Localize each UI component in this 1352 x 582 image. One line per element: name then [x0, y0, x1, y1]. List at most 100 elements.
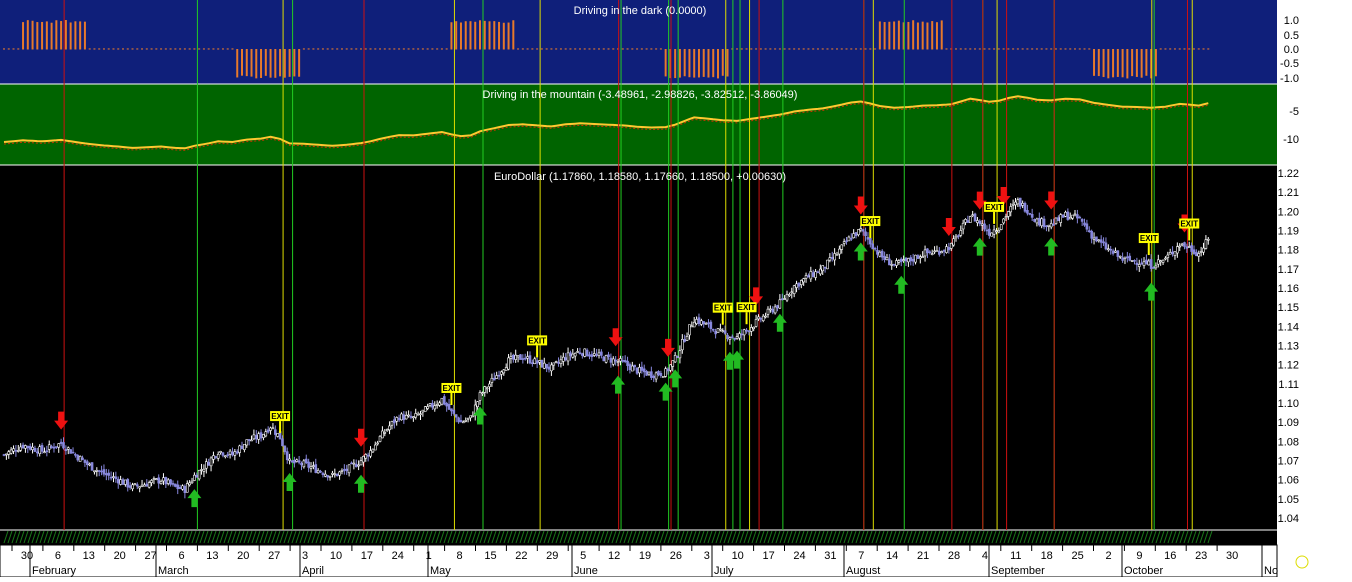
hatch-line: [1135, 530, 1141, 544]
candle-body: [569, 352, 572, 357]
price-axis-tick: 1.22: [1278, 168, 1299, 180]
candle-body: [238, 445, 241, 453]
candle-body: [811, 272, 815, 277]
candle-body: [264, 431, 268, 437]
sell-arrow-icon: [608, 328, 623, 347]
candle-body: [366, 454, 370, 457]
hatch-line: [3, 530, 9, 544]
candle-body: [7, 451, 11, 455]
candle-body: [930, 253, 934, 255]
candle-body: [949, 243, 953, 249]
date-tick-label: 12: [608, 550, 620, 562]
candle-body: [852, 233, 855, 239]
hatch-line: [395, 530, 401, 544]
candle-body: [561, 356, 565, 362]
candle-body: [462, 421, 465, 424]
candle-body: [985, 229, 989, 232]
candle-body: [992, 229, 996, 235]
hatch-line: [427, 530, 433, 544]
candle-body: [633, 364, 637, 368]
hatch-line: [887, 530, 893, 544]
price-axis-tick: 1.20: [1278, 206, 1299, 218]
price-axis-tick: 1.11: [1278, 379, 1299, 391]
hatch-line: [751, 530, 757, 544]
candle-body: [412, 416, 415, 419]
exit-label: EXIT: [271, 412, 289, 421]
candle-body: [293, 459, 296, 464]
candle-body: [695, 319, 698, 324]
candle-body: [331, 472, 334, 475]
date-tick-label: 25: [1071, 550, 1083, 562]
date-tick-label: 29: [546, 550, 558, 562]
hatch-line: [1063, 530, 1069, 544]
date-tick-label: 10: [330, 550, 342, 562]
hatch-line: [667, 530, 673, 544]
candle-body: [383, 432, 387, 434]
price-axis-tick: 1.10: [1278, 398, 1299, 410]
candle-body: [888, 258, 891, 266]
candle-body: [1118, 255, 1122, 258]
price-axis-tick: 1.21: [1278, 187, 1299, 199]
candle-body: [799, 280, 803, 285]
hatch-line: [411, 530, 417, 544]
candle-body: [309, 466, 313, 469]
hatch-line: [1203, 530, 1209, 544]
candle-body: [1049, 223, 1053, 228]
exit-label: EXIT: [1180, 220, 1198, 229]
candle-body: [1021, 202, 1024, 206]
dark-pane-bg: [0, 0, 1277, 84]
candle-body: [952, 238, 955, 246]
hatch-line: [255, 530, 261, 544]
hatch-line: [127, 530, 133, 544]
candle-body: [1068, 217, 1072, 220]
candle-body: [469, 415, 472, 419]
hatch-line: [735, 530, 741, 544]
hatch-line: [875, 530, 881, 544]
hatch-line: [331, 530, 337, 544]
candle-body: [769, 308, 772, 311]
candle-body: [581, 353, 584, 356]
candle-body: [364, 454, 368, 459]
candle-body: [143, 484, 146, 487]
hatch-line: [35, 530, 41, 544]
hatch-line: [339, 530, 345, 544]
hatch-line: [847, 530, 853, 544]
hatch-line: [531, 530, 537, 544]
hatch-line: [1119, 530, 1125, 544]
hatch-line: [575, 530, 581, 544]
hatch-line: [147, 530, 153, 544]
hatch-line: [275, 530, 281, 544]
hatch-line: [771, 530, 777, 544]
smiley-icon[interactable]: [1295, 555, 1309, 569]
exit-label: EXIT: [738, 303, 756, 312]
price-axis-tick: 1.19: [1278, 226, 1299, 238]
candle-body: [1014, 201, 1017, 206]
candle-body: [761, 315, 765, 322]
date-tick-label: 5: [580, 550, 586, 562]
hatch-line: [431, 530, 437, 544]
hatch-line: [287, 530, 293, 544]
hatch-line: [1115, 530, 1121, 544]
hatch-line: [451, 530, 457, 544]
candle-body: [66, 447, 70, 450]
date-tick-label: 26: [670, 550, 682, 562]
hatch-line: [1183, 530, 1189, 544]
candle-body: [276, 433, 280, 437]
candle-body: [842, 241, 846, 244]
candle-body: [909, 257, 913, 262]
candle-body: [588, 354, 591, 357]
candle-body: [697, 317, 701, 324]
date-tick-label: 9: [1136, 550, 1142, 562]
candle-body: [228, 450, 232, 455]
candle-body: [1102, 241, 1105, 244]
candle-body: [745, 329, 748, 332]
hatch-line: [535, 530, 541, 544]
hatch-line: [1131, 530, 1137, 544]
hatch-line: [703, 530, 709, 544]
candle-body: [407, 414, 410, 417]
candle-body: [521, 358, 525, 360]
candle-body: [845, 240, 848, 243]
hatch-line: [803, 530, 809, 544]
date-tick-label: 20: [237, 550, 249, 562]
hatch-line: [739, 530, 745, 544]
